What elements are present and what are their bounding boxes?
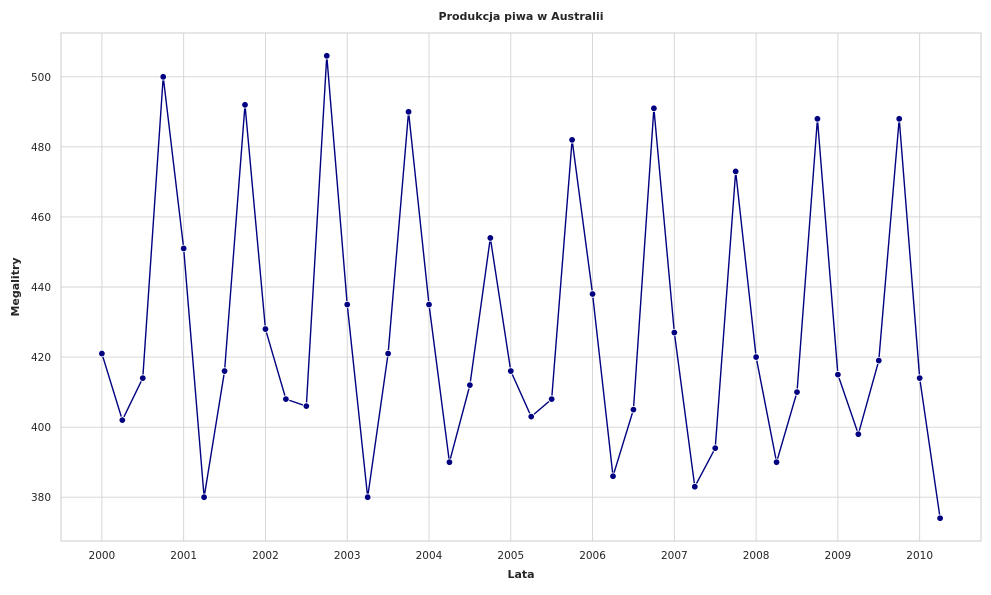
x-axis-title: Lata xyxy=(507,568,534,581)
data-point xyxy=(915,374,924,382)
data-point xyxy=(936,514,944,522)
data-point xyxy=(282,395,290,403)
series-line xyxy=(101,55,941,519)
data-point xyxy=(384,349,392,358)
data-point xyxy=(445,458,454,466)
x-tick-labels: 2000 2001 2002 2003 2004 2005 2006 2007 2008 2009… xyxy=(89,550,934,562)
chart-title: Produkcja piwa w Australii xyxy=(439,10,604,23)
data-point xyxy=(425,300,433,309)
x-tick-label: 2007 xyxy=(661,550,688,562)
data-point xyxy=(854,430,863,438)
data-point xyxy=(363,493,372,501)
data-point xyxy=(118,416,127,424)
data-point xyxy=(895,115,903,123)
data-point xyxy=(302,402,311,410)
data-point xyxy=(813,115,822,123)
y-tick-label: 440 xyxy=(31,282,51,294)
x-tick-label: 2006 xyxy=(579,550,606,562)
data-point xyxy=(466,381,474,389)
x-tick-label: 2008 xyxy=(743,550,770,562)
y-axis-title: Megalitry xyxy=(9,257,22,316)
series-group xyxy=(98,52,944,522)
data-point xyxy=(507,367,515,375)
data-point xyxy=(404,108,413,116)
data-point xyxy=(731,167,740,176)
x-tick-label: 2001 xyxy=(170,550,197,562)
data-point xyxy=(343,300,351,309)
data-point xyxy=(711,444,719,452)
y-gridlines xyxy=(61,76,981,498)
y-tick-label: 380 xyxy=(31,492,51,504)
y-tick-label: 400 xyxy=(31,422,51,434)
y-tick-label: 460 xyxy=(31,212,51,224)
x-tick-label: 2002 xyxy=(252,550,279,562)
data-point xyxy=(98,349,106,358)
data-point xyxy=(486,234,495,242)
data-point xyxy=(179,244,188,253)
data-point xyxy=(752,353,760,361)
y-tick-label: 500 xyxy=(31,72,51,84)
data-point xyxy=(629,405,638,414)
y-tick-label: 420 xyxy=(31,352,51,364)
data-point xyxy=(241,101,249,109)
data-point xyxy=(772,458,781,466)
data-point xyxy=(793,388,801,396)
x-tick-label: 2010 xyxy=(906,550,933,562)
data-point xyxy=(568,136,576,144)
plot-frame xyxy=(60,32,982,542)
data-point xyxy=(650,104,658,113)
data-point xyxy=(200,493,208,501)
data-point xyxy=(875,356,883,365)
x-tick-label: 2003 xyxy=(334,550,361,562)
x-tick-label: 2004 xyxy=(416,550,443,562)
y-tick-labels: 380 400 420 440 460 480 500 xyxy=(31,72,51,504)
x-tick-label: 2000 xyxy=(89,550,116,562)
data-point xyxy=(670,328,679,337)
data-point xyxy=(609,472,617,480)
y-tick-label: 480 xyxy=(31,142,51,154)
data-point xyxy=(527,412,535,421)
x-tick-label: 2009 xyxy=(825,550,852,562)
data-point xyxy=(220,367,229,375)
data-point xyxy=(691,483,699,491)
x-tick-label: 2005 xyxy=(497,550,524,562)
data-point xyxy=(834,370,842,379)
data-point xyxy=(547,395,556,403)
data-point xyxy=(323,52,331,60)
data-point xyxy=(159,73,167,81)
data-point xyxy=(588,290,597,298)
data-point xyxy=(261,325,270,333)
data-point xyxy=(139,374,147,382)
